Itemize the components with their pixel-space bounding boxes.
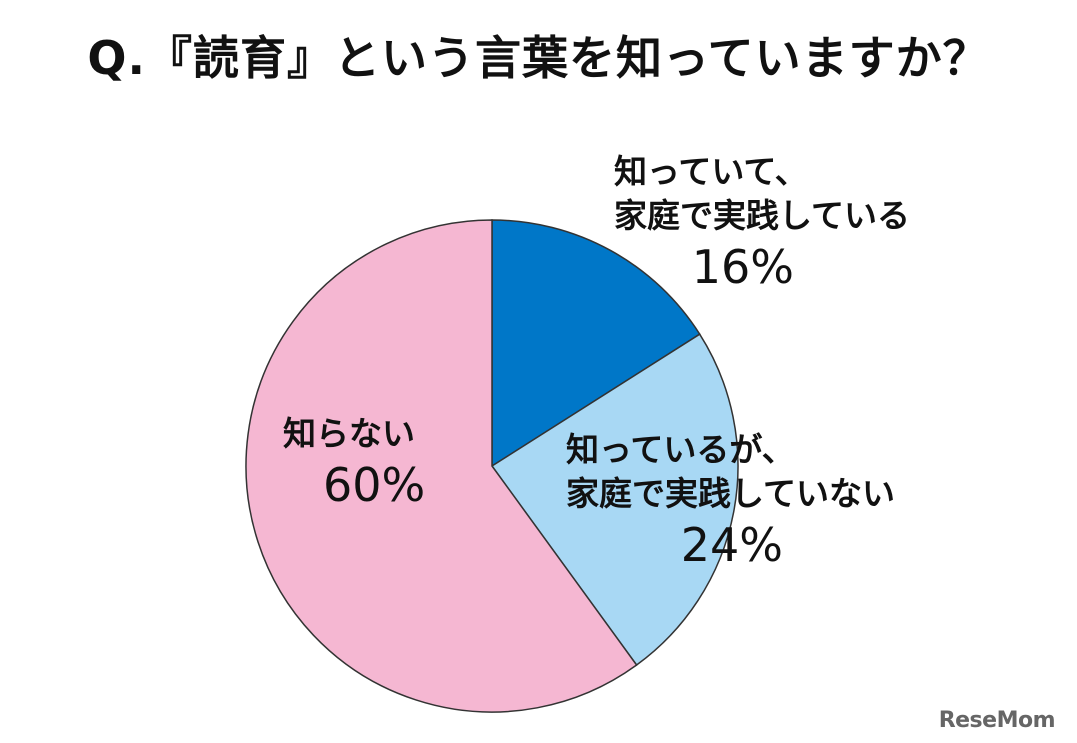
slice-label-know-not-practice: 知っているが、 家庭で実践していない 24% [566,428,895,574]
watermark-logo: ReseMom [938,708,1056,733]
slice-value-label: 24% [680,518,784,572]
slice-label-line: 知らない [283,414,415,453]
slice-label-line: 知っているが、 [566,430,795,469]
pie-slice-0 [491,219,701,468]
pie-slice-1 [490,333,739,667]
slice-value-label: 60% [323,458,426,512]
slice-label-line: 家庭で実践していない [566,474,896,513]
slice-label-know-practice: 知っていて、 家庭で実践している 16% [614,150,910,296]
slice-value-label: 16% [691,240,795,294]
pie-slice-2 [245,219,638,713]
slice-label-line: 家庭で実践している [614,196,911,235]
slice-label-dont-know: 知らない 60% [283,412,425,514]
chart-title: Q.『読育』という言葉を知っていますか？ [87,31,990,85]
slice-label-line: 知っていて、 [614,152,808,191]
